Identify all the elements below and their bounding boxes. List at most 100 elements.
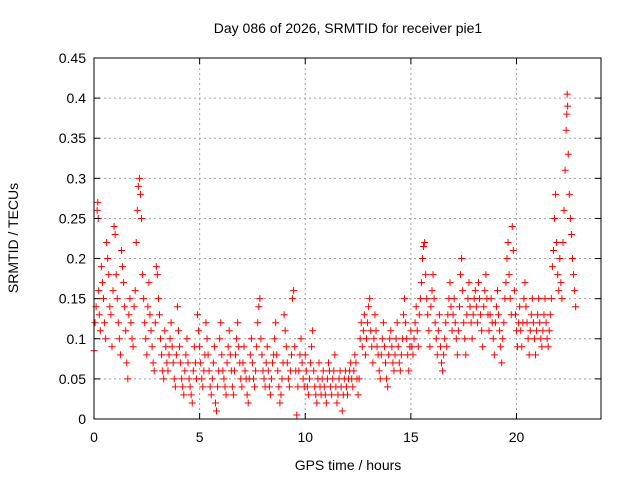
data-point [473,319,481,327]
data-point [297,335,305,343]
data-point [208,375,216,383]
data-point [516,303,524,311]
data-point [132,239,140,247]
data-point [518,343,526,351]
data-point [564,150,572,158]
data-point [275,383,283,391]
data-point [165,351,173,359]
data-point [125,311,133,319]
data-point [139,271,147,279]
data-point [397,351,405,359]
data-point [465,279,473,287]
data-point [144,303,152,311]
x-tick-label: 10 [297,429,313,445]
data-point [267,375,275,383]
data-point [554,271,562,279]
data-point [122,327,130,335]
data-point [249,375,257,383]
data-point [216,335,224,343]
data-point [479,343,487,351]
data-point [535,295,543,303]
data-point [100,295,108,303]
data-point [481,287,489,295]
data-point [415,311,423,319]
data-point [294,383,302,391]
data-point [469,311,477,319]
data-point [532,351,540,359]
data-point [552,190,560,198]
x-axis-title: GPS time / hours [295,457,402,473]
data-point [251,383,259,391]
data-point [228,383,236,391]
data-point [301,351,309,359]
data-point [455,303,463,311]
data-point [221,383,229,391]
data-point [195,327,203,335]
data-point [320,383,328,391]
data-point [373,343,381,351]
data-point [502,279,510,287]
data-point [524,335,532,343]
data-point [202,319,210,327]
data-point [95,287,103,295]
x-tick-label: 5 [196,429,204,445]
data-point [209,359,217,367]
data-point [408,343,416,351]
data-point [432,335,440,343]
data-point [430,295,438,303]
data-point [366,295,374,303]
data-point [248,359,256,367]
data-point [386,335,394,343]
data-point [291,343,299,351]
data-point [328,391,336,399]
data-point [274,367,282,375]
data-point [148,343,156,351]
data-point [446,279,454,287]
data-point [97,263,105,271]
data-point [416,295,424,303]
data-point [364,319,372,327]
data-point [371,311,379,319]
data-point [504,239,512,247]
data-point [143,351,151,359]
data-point [110,222,118,230]
data-point [526,327,534,335]
data-point [428,287,436,295]
data-point [447,303,455,311]
data-point [308,343,316,351]
data-point [283,359,291,367]
data-point [194,311,202,319]
data-point [379,319,387,327]
data-point [101,319,109,327]
data-point [378,335,386,343]
data-point [107,311,115,319]
data-point [401,295,409,303]
data-point [289,295,297,303]
data-point [376,375,384,383]
data-point [321,391,329,399]
data-point [150,367,158,375]
data-point [356,335,364,343]
data-point [472,303,480,311]
data-point [220,375,228,383]
data-point [349,383,357,391]
data-point [290,287,298,295]
data-point [158,351,166,359]
data-point [525,351,533,359]
data-point [551,214,559,222]
data-point [252,367,260,375]
data-point [338,407,346,415]
data-point [564,102,572,110]
data-point [219,367,227,375]
data-point [383,375,391,383]
data-point [365,303,373,311]
data-point [559,239,567,247]
data-point [303,383,311,391]
data-point [530,335,538,343]
data-point [189,367,197,375]
data-point [546,311,554,319]
data-point [468,335,476,343]
axis-ticks: 0 0.05 0.1 0.15 0.2 0.25 0.3 0.35 0.4 0.45 0 5 10 15 2… [59,50,601,445]
data-point [493,287,501,295]
data-point [103,239,111,247]
